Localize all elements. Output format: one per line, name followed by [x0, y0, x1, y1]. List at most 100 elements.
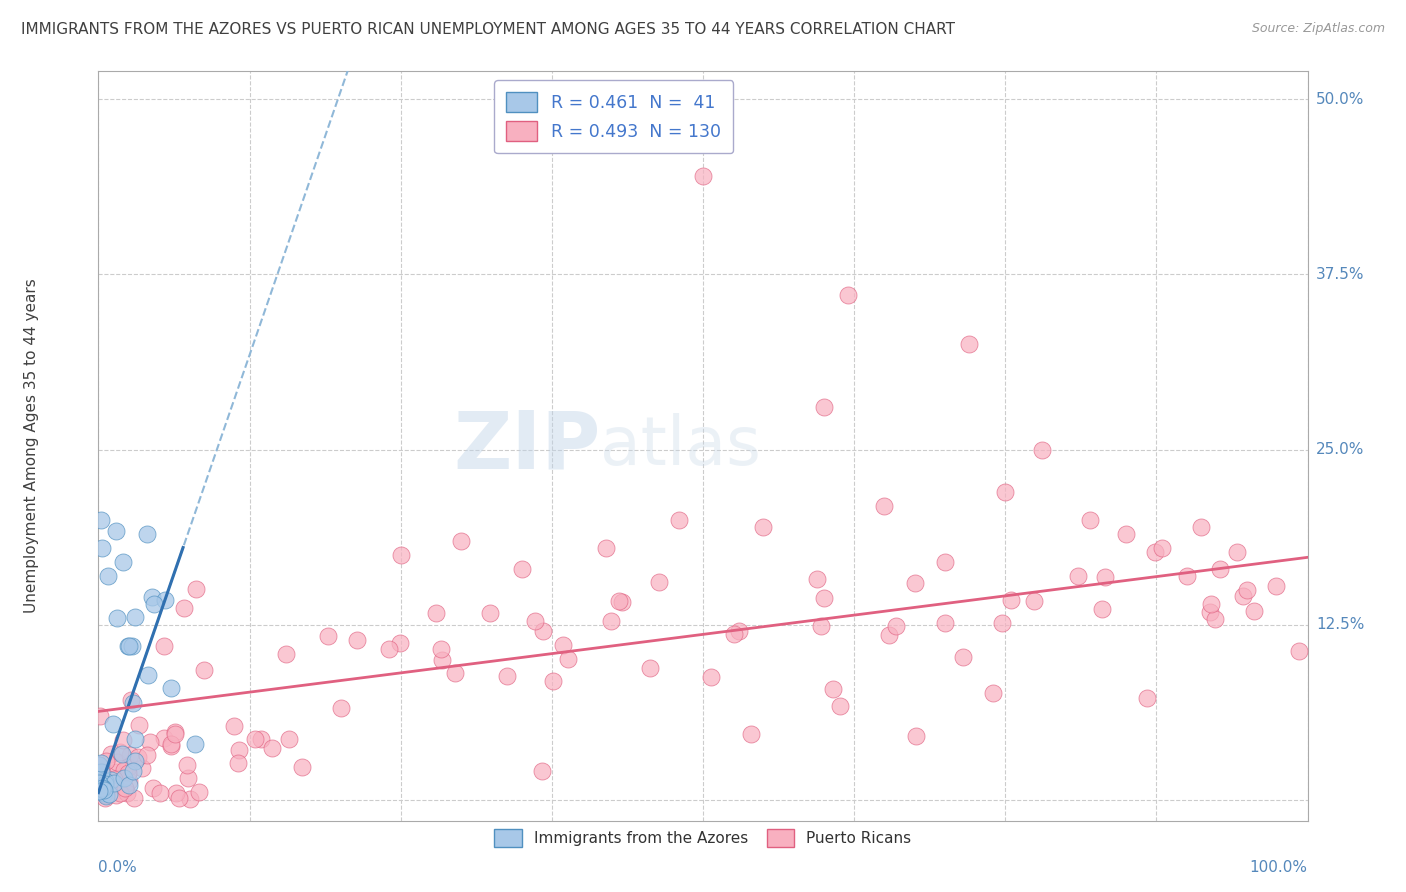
Point — [873, 499, 896, 513]
Point — [114, 780, 136, 795]
Point — [430, 642, 453, 657]
Point — [994, 484, 1017, 499]
Point — [118, 773, 141, 788]
Point — [107, 783, 129, 797]
Point — [228, 742, 250, 756]
Point — [553, 638, 575, 652]
Point — [1288, 644, 1310, 658]
Point — [148, 786, 170, 800]
Point — [184, 737, 207, 751]
Point — [700, 670, 723, 684]
Point — [139, 735, 162, 749]
Point — [541, 673, 564, 688]
Point — [813, 401, 835, 415]
Point — [1243, 604, 1265, 618]
Point — [1225, 545, 1247, 559]
Text: ZIP: ZIP — [453, 407, 600, 485]
Point — [94, 774, 117, 789]
Point — [821, 681, 844, 696]
Point — [89, 708, 111, 723]
Point — [90, 781, 112, 796]
Point — [425, 606, 447, 620]
Point — [193, 663, 215, 677]
Point — [90, 764, 112, 779]
Text: 50.0%: 50.0% — [1316, 92, 1364, 107]
Point — [103, 775, 125, 789]
Point — [1091, 602, 1114, 616]
Point — [176, 758, 198, 772]
Point — [531, 624, 554, 639]
Point — [105, 524, 128, 539]
Point — [118, 748, 141, 763]
Point — [90, 756, 112, 770]
Point — [330, 700, 353, 714]
Point — [243, 732, 266, 747]
Point — [112, 771, 135, 785]
Text: IMMIGRANTS FROM THE AZORES VS PUERTO RICAN UNEMPLOYMENT AMONG AGES 35 TO 44 YEAR: IMMIGRANTS FROM THE AZORES VS PUERTO RIC… — [21, 22, 955, 37]
Point — [806, 572, 828, 586]
Point — [121, 697, 143, 711]
Point — [120, 693, 142, 707]
Point — [165, 727, 187, 741]
Point — [131, 760, 153, 774]
Point — [112, 732, 135, 747]
Text: 0.0%: 0.0% — [98, 860, 138, 874]
Point — [153, 731, 176, 745]
Point — [160, 737, 183, 751]
Point — [160, 681, 183, 695]
Point — [727, 624, 749, 638]
Point — [1175, 568, 1198, 582]
Text: 37.5%: 37.5% — [1316, 267, 1364, 282]
Point — [1094, 570, 1116, 584]
Point — [105, 765, 128, 780]
Point — [443, 666, 465, 681]
Point — [1031, 442, 1053, 457]
Point — [121, 639, 143, 653]
Text: 100.0%: 100.0% — [1250, 860, 1308, 874]
Point — [124, 610, 146, 624]
Point — [188, 785, 211, 799]
Point — [159, 739, 181, 754]
Point — [1000, 593, 1022, 607]
Point — [118, 639, 141, 653]
Point — [153, 639, 176, 653]
Point — [557, 652, 579, 666]
Point — [934, 615, 956, 630]
Point — [91, 541, 114, 555]
Point — [112, 763, 135, 777]
Point — [1204, 612, 1226, 626]
Point — [101, 717, 124, 731]
Point — [142, 781, 165, 796]
Point — [904, 575, 927, 590]
Point — [830, 699, 852, 714]
Point — [1115, 526, 1137, 541]
Point — [176, 771, 198, 785]
Point — [1209, 562, 1232, 576]
Point — [228, 756, 250, 770]
Point — [108, 786, 131, 800]
Point — [173, 601, 195, 615]
Point — [89, 770, 111, 784]
Point — [981, 686, 1004, 700]
Point — [523, 614, 546, 628]
Point — [184, 582, 207, 596]
Point — [810, 619, 832, 633]
Point — [93, 786, 115, 800]
Point — [94, 788, 117, 802]
Point — [110, 745, 132, 759]
Point — [100, 747, 122, 761]
Point — [90, 512, 112, 526]
Point — [952, 649, 974, 664]
Point — [124, 732, 146, 747]
Point — [479, 607, 502, 621]
Point — [117, 640, 139, 654]
Point — [1152, 541, 1174, 555]
Point — [668, 512, 690, 526]
Point — [249, 732, 271, 747]
Point — [692, 169, 714, 184]
Point — [128, 718, 150, 732]
Point — [450, 533, 472, 548]
Point — [723, 626, 745, 640]
Point — [87, 776, 110, 790]
Point — [496, 668, 519, 682]
